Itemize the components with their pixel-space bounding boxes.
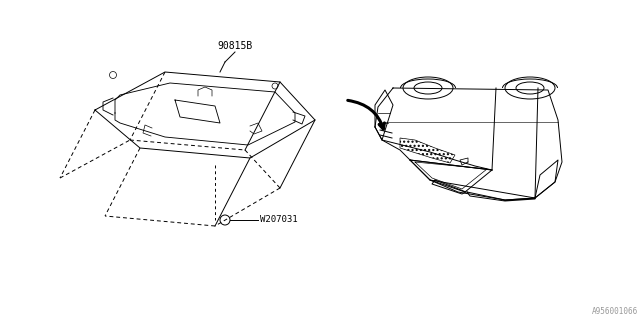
- Text: 90815B: 90815B: [218, 41, 253, 51]
- Text: A956001066: A956001066: [592, 307, 638, 316]
- Text: W207031: W207031: [260, 215, 298, 225]
